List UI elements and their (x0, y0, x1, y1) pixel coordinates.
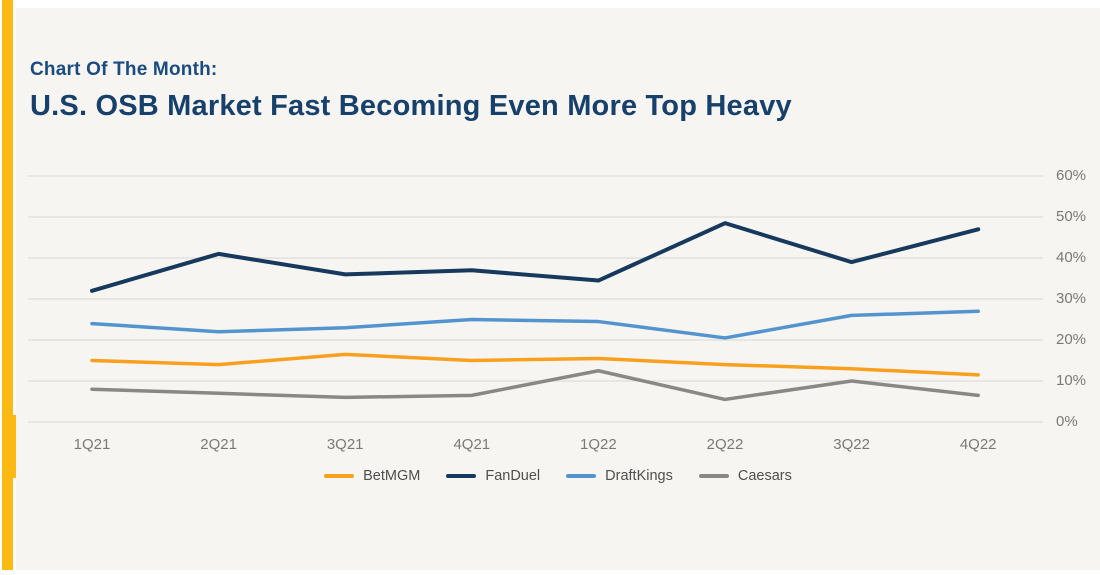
y-tick-label: 50% (1056, 208, 1087, 225)
legend-label: Caesars (737, 468, 792, 484)
legend-label: DraftKings (605, 468, 673, 484)
x-tick-label: 2Q22 (706, 436, 744, 453)
series-line-caesars (90, 369, 980, 402)
x-tick-label: 3Q22 (833, 436, 870, 453)
x-tick-label: 4Q22 (959, 436, 997, 453)
accent-bar (2, 0, 13, 570)
legend-swatch-icon (324, 474, 355, 478)
chart-header: Chart Of The Month: U.S. OSB Market Fast… (30, 59, 792, 123)
y-tick-label: 10% (1056, 372, 1087, 389)
x-tick-label: 4Q21 (453, 436, 491, 453)
y-tick-label: 60% (1056, 167, 1087, 184)
y-tick-label: 0% (1056, 413, 1078, 430)
series-line-betmgm (90, 352, 980, 377)
series-line-fanduel (90, 221, 981, 293)
chart-legend: BetMGM FanDuel DraftKings Caesars (16, 468, 1100, 484)
legend-label: FanDuel (485, 468, 541, 484)
legend-label: BetMGM (363, 468, 421, 484)
y-tick-label: 30% (1056, 290, 1087, 307)
legend-item-betmgm: BetMGM (324, 468, 420, 484)
x-tick-label: 3Q21 (326, 436, 364, 453)
legend-item-draftkings: DraftKings (566, 468, 673, 484)
chart-kicker: Chart Of The Month: (30, 59, 218, 80)
x-tick-label: 1Q21 (73, 436, 111, 453)
page-title: U.S. OSB Market Fast Becoming Even More … (30, 90, 792, 122)
legend-item-fanduel: FanDuel (446, 468, 540, 484)
legend-swatch-icon (566, 474, 597, 478)
legend-swatch-icon (698, 474, 729, 478)
x-tick-label: 1Q22 (580, 436, 617, 453)
y-tick-label: 40% (1056, 249, 1087, 266)
y-tick-label: 20% (1056, 331, 1087, 348)
legend-item-caesars: Caesars (698, 468, 792, 484)
series-line-draftkings (90, 309, 980, 340)
content-panel: Chart Of The Month: U.S. OSB Market Fast… (16, 8, 1100, 570)
x-tick-label: 2Q21 (200, 436, 237, 453)
legend-swatch-icon (446, 474, 477, 478)
line-chart (28, 175, 1043, 423)
